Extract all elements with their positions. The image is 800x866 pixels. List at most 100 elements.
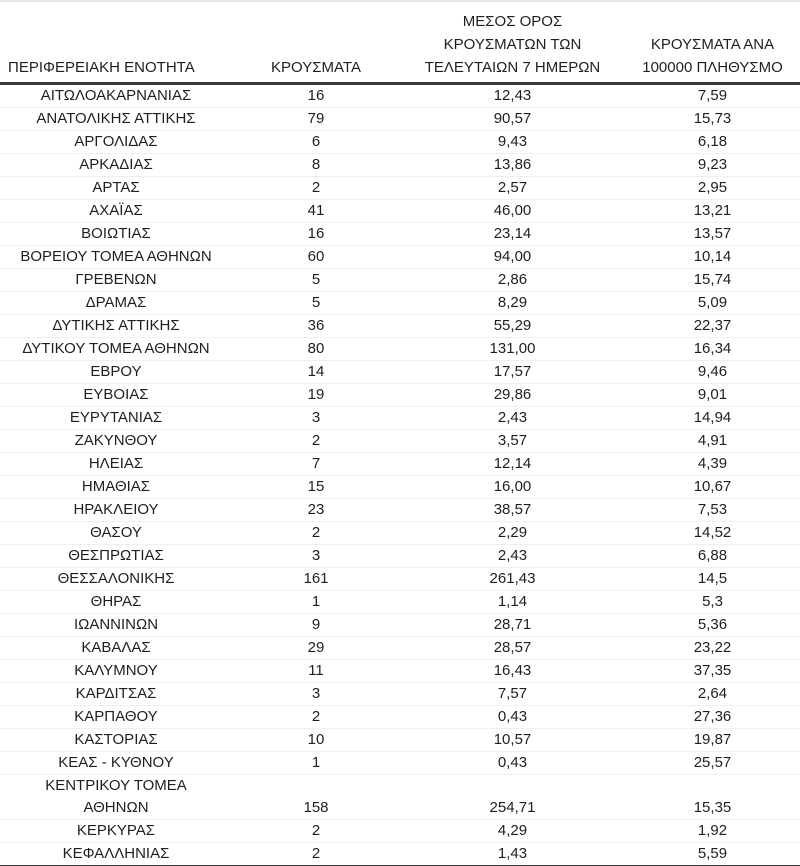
table-row: ΘΕΣΠΡΩΤΙΑΣ 3 2,43 6,88 xyxy=(0,544,800,568)
text-line: ΑΘΗΝΩΝ xyxy=(83,799,149,816)
table-row: ΗΜΑΘΙΑΣ 15 16,00 10,67 xyxy=(0,475,800,499)
cell-per100k: 22,37 xyxy=(625,314,800,338)
table-row: ΚΕΝΤΡΙΚΟΥ ΤΟΜΕΑ ΑΘΗΝΩΝ 158 254,71 15,35 xyxy=(0,774,800,820)
cell-per100k: 15,35 xyxy=(625,774,800,820)
text-line: ΔΥΤΙΚΟΥ ΤΟΜΕΑ ΑΘΗΝΩΝ xyxy=(22,340,210,357)
table-row: ΚΑΛΥΜΝΟΥ 11 16,43 37,35 xyxy=(0,659,800,683)
cell-avg7: 2,43 xyxy=(400,544,625,568)
text-line: ΚΕΝΤΡΙΚΟΥ ΤΟΜΕΑ xyxy=(45,777,187,794)
cell-region: ΗΡΑΚΛΕΙΟΥ xyxy=(0,498,232,522)
column-header-avg7: ΜΕΣΟΣ ΟΡΟΣ ΚΡΟΥΣΜΑΤΩΝ ΤΩΝ ΤΕΛΕΥΤΑΙΩΝ 7 ΗΜΕ… xyxy=(400,2,625,85)
cell-region: ΓΡΕΒΕΝΩΝ xyxy=(0,268,232,292)
cell-region: ΚΕΡΚΥΡΑΣ xyxy=(0,819,232,843)
cell-region: ΔΥΤΙΚΗΣ ΑΤΤΙΚΗΣ xyxy=(0,314,232,338)
text-line: ΑΙΤΩΛΟΑΚΑΡΝΑΝΙΑΣ xyxy=(40,87,192,104)
text-line: ΚΡΟΥΣΜΑΤΩΝ ΤΩΝ xyxy=(443,36,582,53)
table-row: ΒΟΡΕΙΟΥ ΤΟΜΕΑ ΑΘΗΝΩΝ 60 94,00 10,14 xyxy=(0,245,800,269)
text-line: ΑΧΑΪΑΣ xyxy=(89,202,143,219)
cell-avg7: 10,57 xyxy=(400,728,625,752)
cell-region: ΕΥΒΟΙΑΣ xyxy=(0,383,232,407)
table-row: ΚΑΡΔΙΤΣΑΣ 3 7,57 2,64 xyxy=(0,682,800,706)
table-row: ΑΧΑΪΑΣ 41 46,00 13,21 xyxy=(0,199,800,223)
cell-cases: 9 xyxy=(232,613,400,637)
cell-region: ΘΗΡΑΣ xyxy=(0,590,232,614)
cell-avg7: 0,43 xyxy=(400,751,625,775)
cell-region: ΑΧΑΪΑΣ xyxy=(0,199,232,223)
cell-region: ΑΡΤΑΣ xyxy=(0,176,232,200)
text-line: ΕΥΡΥΤΑΝΙΑΣ xyxy=(69,409,163,426)
cell-cases: 29 xyxy=(232,636,400,660)
cell-cases: 11 xyxy=(232,659,400,683)
table-row: ΗΛΕΙΑΣ 7 12,14 4,39 xyxy=(0,452,800,476)
table-row: ΚΕΦΑΛΛΗΝΙΑΣ 2 1,43 5,59 xyxy=(0,842,800,865)
table-row: ΚΑΒΑΛΑΣ 29 28,57 23,22 xyxy=(0,636,800,660)
cell-region: ΗΛΕΙΑΣ xyxy=(0,452,232,476)
cell-region: ΒΟΙΩΤΙΑΣ xyxy=(0,222,232,246)
text-line: ΓΡΕΒΕΝΩΝ xyxy=(75,271,157,288)
table-row: ΒΟΙΩΤΙΑΣ 16 23,14 13,57 xyxy=(0,222,800,246)
cell-per100k: 4,91 xyxy=(625,429,800,453)
cell-per100k: 13,21 xyxy=(625,199,800,223)
cell-per100k: 15,73 xyxy=(625,107,800,131)
cell-avg7: 17,57 xyxy=(400,360,625,384)
cell-region: ΔΥΤΙΚΟΥ ΤΟΜΕΑ ΑΘΗΝΩΝ xyxy=(0,337,232,361)
table-row: ΚΕΡΚΥΡΑΣ 2 4,29 1,92 xyxy=(0,819,800,843)
text-line: ΔΥΤΙΚΗΣ ΑΤΤΙΚΗΣ xyxy=(52,317,180,334)
cell-cases: 3 xyxy=(232,682,400,706)
cell-per100k: 5,36 xyxy=(625,613,800,637)
cell-region: ΗΜΑΘΙΑΣ xyxy=(0,475,232,499)
table-row: ΚΑΣΤΟΡΙΑΣ 10 10,57 19,87 xyxy=(0,728,800,752)
table-row: ΗΡΑΚΛΕΙΟΥ 23 38,57 7,53 xyxy=(0,498,800,522)
cell-region: ΕΒΡΟΥ xyxy=(0,360,232,384)
cell-avg7: 12,14 xyxy=(400,452,625,476)
cell-region: ΘΑΣΟΥ xyxy=(0,521,232,545)
text-line: ΚΕΑΣ - ΚΥΘΝΟΥ xyxy=(58,754,174,771)
text-line: ΕΥΒΟΙΑΣ xyxy=(83,386,149,403)
cell-per100k: 14,94 xyxy=(625,406,800,430)
text-line: ΠΕΡΙΦΕΡΕΙΑΚΗ ΕΝΟΤΗΤΑ xyxy=(8,59,195,76)
cell-cases: 23 xyxy=(232,498,400,522)
table-row: ΓΡΕΒΕΝΩΝ 5 2,86 15,74 xyxy=(0,268,800,292)
text-line: ΚΑΣΤΟΡΙΑΣ xyxy=(74,731,158,748)
text-line: ΑΡΤΑΣ xyxy=(92,179,140,196)
cell-region: ΚΑΡΠΑΘΟΥ xyxy=(0,705,232,729)
cell-region: ΚΕΦΑΛΛΗΝΙΑΣ xyxy=(0,842,232,865)
text-line: ΒΟΙΩΤΙΑΣ xyxy=(81,225,151,242)
table-row: ΚΑΡΠΑΘΟΥ 2 0,43 27,36 xyxy=(0,705,800,729)
cell-cases: 16 xyxy=(232,222,400,246)
cell-region: ΚΑΡΔΙΤΣΑΣ xyxy=(0,682,232,706)
text-line: ΑΝΑΤΟΛΙΚΗΣ ΑΤΤΙΚΗΣ xyxy=(36,110,196,127)
cell-avg7: 2,86 xyxy=(400,268,625,292)
cell-region: ΑΝΑΤΟΛΙΚΗΣ ΑΤΤΙΚΗΣ xyxy=(0,107,232,131)
cell-per100k: 10,67 xyxy=(625,475,800,499)
cell-per100k: 7,59 xyxy=(625,83,800,108)
cell-region: ΕΥΡΥΤΑΝΙΑΣ xyxy=(0,406,232,430)
cell-per100k: 37,35 xyxy=(625,659,800,683)
cell-avg7: 38,57 xyxy=(400,498,625,522)
cell-per100k: 10,14 xyxy=(625,245,800,269)
cell-per100k: 19,87 xyxy=(625,728,800,752)
cell-avg7: 29,86 xyxy=(400,383,625,407)
cell-cases: 19 xyxy=(232,383,400,407)
cell-per100k: 27,36 xyxy=(625,705,800,729)
cell-avg7: 2,29 xyxy=(400,521,625,545)
cell-cases: 158 xyxy=(232,774,400,820)
text-line: ΕΒΡΟΥ xyxy=(90,363,142,380)
cell-avg7: 261,43 xyxy=(400,567,625,591)
text-line: ΖΑΚΥΝΘΟΥ xyxy=(74,432,158,449)
cell-avg7: 8,29 xyxy=(400,291,625,315)
cell-cases: 14 xyxy=(232,360,400,384)
cell-cases: 6 xyxy=(232,130,400,154)
text-line: ΗΡΑΚΛΕΙΟΥ xyxy=(73,501,159,518)
cell-cases: 15 xyxy=(232,475,400,499)
text-line: ΚΑΛΥΜΝΟΥ xyxy=(74,662,158,679)
text-line: ΙΩΑΝΝΙΝΩΝ xyxy=(73,616,159,633)
column-header-cases: ΚΡΟΥΣΜΑΤΑ xyxy=(232,2,400,85)
cell-per100k: 2,64 xyxy=(625,682,800,706)
text-line: ΚΡΟΥΣΜΑΤΑ xyxy=(271,59,361,76)
cell-avg7: 3,57 xyxy=(400,429,625,453)
cell-per100k: 4,39 xyxy=(625,452,800,476)
cell-region: ΑΙΤΩΛΟΑΚΑΡΝΑΝΙΑΣ xyxy=(0,83,232,108)
text-line: ΘΕΣΣΑΛΟΝΙΚΗΣ xyxy=(57,570,175,587)
